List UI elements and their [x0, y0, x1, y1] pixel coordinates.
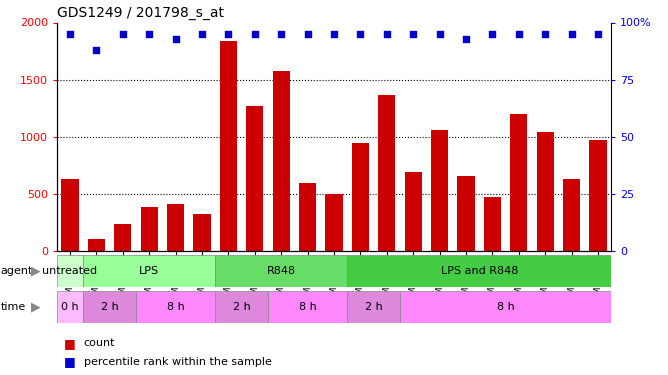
Point — [540, 31, 550, 37]
Text: ■: ■ — [63, 337, 75, 350]
Bar — [57, 251, 611, 375]
Bar — [61, 179, 79, 251]
Point — [249, 31, 260, 37]
Text: GDS1249 / 201798_s_at: GDS1249 / 201798_s_at — [57, 6, 224, 20]
Bar — [458, 176, 474, 251]
Point — [91, 47, 102, 53]
Bar — [352, 142, 369, 251]
Point — [408, 31, 419, 37]
Bar — [114, 224, 132, 251]
Point — [514, 31, 524, 37]
Point — [434, 31, 445, 37]
Text: untreated: untreated — [43, 266, 98, 276]
Text: count: count — [84, 338, 115, 348]
Point — [276, 31, 287, 37]
Text: ▶: ▶ — [31, 300, 40, 313]
Point — [566, 31, 577, 37]
Bar — [347, 291, 400, 322]
Bar — [378, 94, 395, 251]
Bar — [536, 132, 554, 251]
Bar — [57, 291, 84, 322]
Text: agent: agent — [1, 266, 33, 276]
Text: ■: ■ — [63, 356, 75, 368]
Bar — [405, 172, 422, 251]
Point — [144, 31, 154, 37]
Point — [223, 31, 234, 37]
Point — [329, 31, 339, 37]
Point — [593, 31, 603, 37]
Point — [487, 31, 498, 37]
Bar — [215, 291, 268, 322]
Bar — [510, 114, 528, 251]
Point — [302, 31, 313, 37]
Bar — [194, 213, 210, 251]
Bar — [589, 140, 607, 251]
Bar — [325, 194, 343, 251]
Text: LPS: LPS — [139, 266, 159, 276]
Bar — [273, 70, 290, 251]
Text: 2 h: 2 h — [232, 302, 250, 312]
Text: percentile rank within the sample: percentile rank within the sample — [84, 357, 271, 367]
Point — [170, 36, 181, 42]
Bar — [347, 255, 611, 287]
Text: LPS and R848: LPS and R848 — [440, 266, 518, 276]
Point — [196, 31, 207, 37]
Text: 8 h: 8 h — [299, 302, 317, 312]
Point — [355, 31, 366, 37]
Bar — [246, 106, 263, 251]
Text: R848: R848 — [267, 266, 296, 276]
Bar — [299, 183, 316, 251]
Bar — [140, 207, 158, 251]
Bar — [431, 130, 448, 251]
Bar — [484, 198, 501, 251]
Bar — [167, 204, 184, 251]
Bar — [136, 291, 215, 322]
Text: 8 h: 8 h — [497, 302, 514, 312]
Point — [381, 31, 392, 37]
Bar — [84, 291, 136, 322]
Bar — [400, 291, 611, 322]
Bar — [88, 238, 105, 251]
Bar — [268, 291, 347, 322]
Text: 8 h: 8 h — [167, 302, 184, 312]
Point — [65, 31, 75, 37]
Bar — [84, 255, 215, 287]
Bar — [563, 179, 580, 251]
Text: time: time — [1, 302, 26, 312]
Bar — [215, 255, 347, 287]
Bar — [220, 41, 237, 251]
Bar — [57, 255, 84, 287]
Point — [118, 31, 128, 37]
Text: 0 h: 0 h — [61, 302, 79, 312]
Text: 2 h: 2 h — [101, 302, 118, 312]
Text: ▶: ▶ — [31, 264, 40, 278]
Text: 2 h: 2 h — [365, 302, 383, 312]
Point — [461, 36, 472, 42]
